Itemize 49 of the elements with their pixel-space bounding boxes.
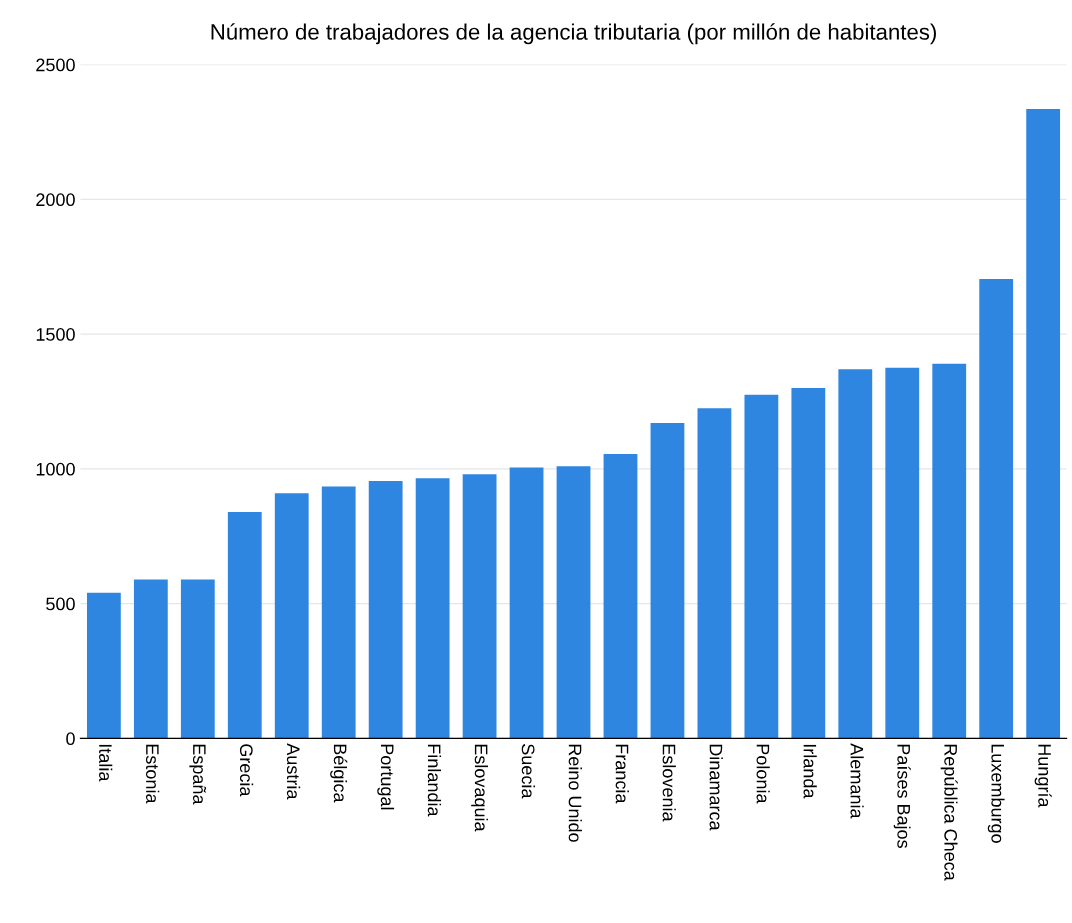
bar	[180, 579, 215, 739]
bar	[509, 467, 544, 739]
chart-title: Número de trabajadores de la agencia tributaria (por millón de habitantes)	[211, 23, 936, 45]
bar	[932, 363, 967, 739]
x-tick-label: Estonia	[146, 744, 160, 804]
x-tick-label: Países Bajos	[893, 744, 911, 848]
bar	[838, 369, 873, 739]
x-tick-label: Portugal	[377, 744, 395, 810]
bar	[744, 394, 779, 739]
x-tick-label: Francia	[615, 744, 629, 804]
bar	[274, 493, 309, 739]
x-tick-label: Italia	[99, 744, 113, 782]
bar	[321, 486, 356, 739]
bar	[556, 466, 591, 739]
bar	[86, 592, 121, 739]
bar	[368, 481, 403, 739]
y-tick-label: 2000	[36, 193, 75, 207]
bar	[603, 454, 638, 739]
x-tick-label: Hungría	[1034, 744, 1052, 808]
x-tick-label: Irlanda	[803, 744, 817, 799]
y-tick-label: 2500	[36, 58, 75, 72]
x-tick-label: Finlandia	[427, 744, 442, 817]
bar	[650, 423, 685, 739]
y-tick-label: 500	[46, 597, 75, 611]
x-tick-label: Luxemburgo	[987, 744, 1005, 843]
x-tick-label: Alemania	[850, 743, 864, 819]
bar	[415, 478, 450, 739]
x-tick-label: Eslovenia	[662, 744, 676, 822]
bar	[697, 408, 732, 739]
bar	[462, 474, 497, 739]
x-tick-label: Reino Unido	[568, 744, 582, 842]
x-tick-label: Bélgica	[330, 744, 348, 803]
x-tick-label: Suecia	[521, 744, 535, 799]
x-tick-label: República Checa	[940, 744, 958, 881]
x-tick-label: Polonia	[756, 744, 770, 804]
bar	[791, 388, 826, 739]
bar	[227, 512, 262, 739]
x-tick-label: Eslovaquia	[471, 744, 489, 832]
bar	[979, 278, 1014, 739]
y-tick-label: 1000	[36, 462, 75, 476]
x-tick-label: España	[189, 744, 207, 805]
x-tick-label: Austria	[286, 743, 301, 800]
bar	[1026, 109, 1061, 739]
x-tick-label: Grecia	[239, 744, 254, 797]
x-tick-label: Dinamarca	[709, 744, 723, 831]
y-tick-label: 0	[66, 732, 75, 746]
bar	[885, 367, 920, 739]
bar	[133, 579, 168, 739]
y-tick-label: 1500	[36, 328, 75, 341]
